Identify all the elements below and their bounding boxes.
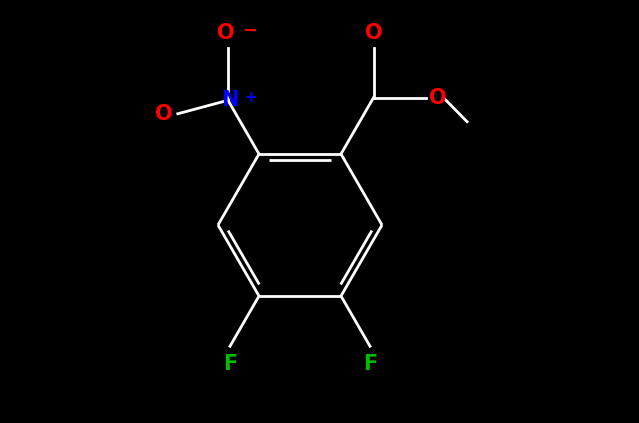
- Text: −: −: [242, 22, 257, 40]
- Text: +: +: [244, 90, 257, 105]
- Text: O: O: [217, 23, 235, 43]
- Text: F: F: [223, 354, 237, 374]
- Text: O: O: [365, 23, 382, 43]
- Text: F: F: [363, 354, 377, 374]
- Text: O: O: [429, 88, 446, 108]
- Text: O: O: [155, 104, 173, 124]
- Text: N: N: [221, 90, 239, 110]
